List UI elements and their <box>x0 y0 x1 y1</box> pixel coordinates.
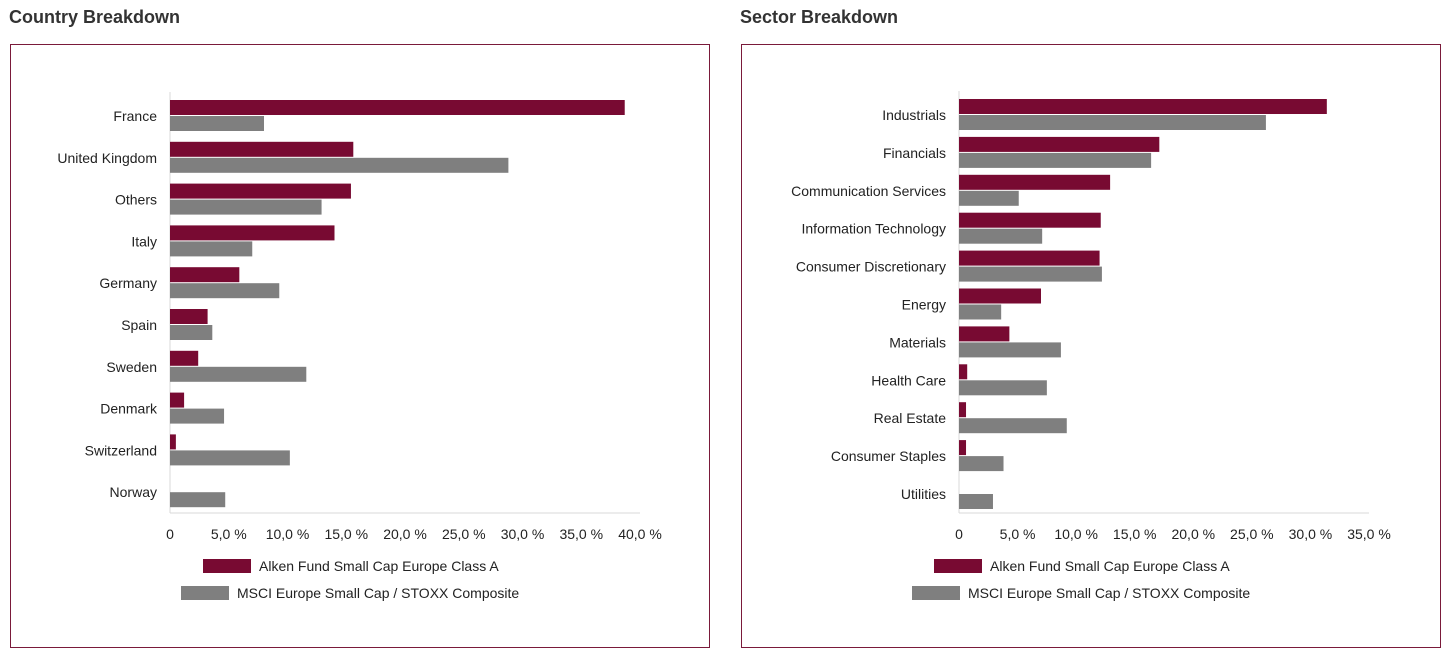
category-label: Consumer Staples <box>831 448 946 464</box>
x-tick-label: 20,0 % <box>1171 526 1215 542</box>
category-label: Consumer Discretionary <box>796 259 946 275</box>
category-label: Information Technology <box>802 221 947 237</box>
benchmark-bar <box>959 418 1067 434</box>
fund-bar <box>959 364 968 380</box>
x-tick-label: 5,0 % <box>211 526 247 542</box>
fund-bar <box>170 225 335 241</box>
category-label: Utilities <box>901 486 946 502</box>
benchmark-bar <box>170 408 225 424</box>
legend-swatch-benchmark <box>912 586 960 600</box>
category-label: Norway <box>110 484 157 500</box>
benchmark-bar <box>170 283 280 299</box>
benchmark-bar <box>959 152 1152 168</box>
fund-bar <box>959 440 967 456</box>
x-tick-label: 10,0 % <box>266 526 310 542</box>
benchmark-bar <box>170 199 322 215</box>
sector-breakdown-panel: Industrials Financials Communication Servi… <box>741 44 1441 648</box>
benchmark-bar <box>959 266 1102 282</box>
benchmark-bar <box>170 241 253 257</box>
fund-bar <box>170 434 176 450</box>
category-label: Denmark <box>100 401 158 417</box>
category-label: Financials <box>883 145 946 161</box>
category-label: Health Care <box>871 372 946 388</box>
benchmark-bar <box>170 157 509 173</box>
x-tick-label: 15,0 % <box>324 526 368 542</box>
x-tick-label: 40,0 % <box>618 526 662 542</box>
legend-swatch-benchmark <box>181 586 229 600</box>
fund-bar <box>959 288 1041 304</box>
benchmark-bar <box>959 228 1043 244</box>
sector-breakdown-chart: Industrials Financials Communication Servi… <box>791 91 1391 601</box>
legend-label-benchmark: MSCI Europe Small Cap / STOXX Composite <box>237 585 519 601</box>
fund-bar <box>170 267 240 283</box>
benchmark-bar <box>959 190 1019 206</box>
fund-bar <box>170 183 351 199</box>
fund-bar <box>170 141 354 157</box>
fund-bar <box>170 100 625 115</box>
category-label: France <box>113 108 157 124</box>
legend-swatch-fund <box>934 559 982 573</box>
benchmark-bar <box>170 450 290 466</box>
legend-swatch-fund <box>203 559 251 573</box>
fund-bar <box>959 250 1100 266</box>
category-label: Italy <box>131 233 157 249</box>
fund-bar <box>170 309 208 324</box>
category-label: Materials <box>889 334 946 350</box>
benchmark-bar <box>959 494 993 509</box>
legend-label-benchmark: MSCI Europe Small Cap / STOXX Composite <box>968 585 1250 601</box>
x-tick-label: 0 <box>955 526 963 542</box>
x-tick-label: 25,0 % <box>442 526 486 542</box>
x-tick-label: 20,0 % <box>383 526 427 542</box>
fund-bar <box>959 212 1101 228</box>
fund-bar <box>959 99 1327 114</box>
x-tick-label: 30,0 % <box>1289 526 1333 542</box>
x-tick-label: 5,0 % <box>1000 526 1036 542</box>
legend-label-fund: Alken Fund Small Cap Europe Class A <box>259 558 499 574</box>
benchmark-bar <box>959 304 1002 320</box>
x-tick-label: 35,0 % <box>559 526 603 542</box>
country-breakdown-chart: France United Kingdom Others Italy Germany Sp… <box>57 92 662 601</box>
benchmark-bar <box>170 325 213 340</box>
category-label: Sweden <box>106 359 157 375</box>
fund-bar <box>959 174 1111 190</box>
benchmark-bar <box>959 115 1266 130</box>
benchmark-bar <box>959 342 1061 358</box>
fund-bar <box>959 326 1010 342</box>
category-label: Spain <box>121 317 157 333</box>
x-tick-label: 10,0 % <box>1054 526 1098 542</box>
benchmark-bar <box>170 366 307 382</box>
category-label: Communication Services <box>791 183 946 199</box>
benchmark-bar <box>959 456 1004 472</box>
benchmark-bar <box>170 492 226 508</box>
x-tick-label: 35,0 % <box>1347 526 1391 542</box>
category-label: Real Estate <box>874 410 947 426</box>
country-breakdown-title: Country Breakdown <box>9 7 181 27</box>
fund-bar <box>170 392 185 408</box>
benchmark-bar <box>170 116 264 131</box>
category-label: Energy <box>902 297 946 313</box>
x-tick-label: 0 <box>166 526 174 542</box>
x-tick-label: 25,0 % <box>1230 526 1274 542</box>
x-tick-label: 30,0 % <box>501 526 545 542</box>
sector-breakdown-title: Sector Breakdown <box>740 7 899 27</box>
x-tick-label: 15,0 % <box>1113 526 1157 542</box>
category-label: Switzerland <box>85 442 157 458</box>
category-label: Others <box>115 192 157 208</box>
country-breakdown-panel: France United Kingdom Others Italy Germany Sp… <box>10 44 710 648</box>
category-label: United Kingdom <box>57 150 157 166</box>
benchmark-bar <box>959 380 1047 396</box>
fund-bar <box>959 402 967 418</box>
category-label: Germany <box>99 275 157 291</box>
fund-bar <box>170 350 199 366</box>
category-label: Industrials <box>882 107 946 123</box>
fund-bar <box>959 136 1160 152</box>
legend-label-fund: Alken Fund Small Cap Europe Class A <box>990 558 1230 574</box>
